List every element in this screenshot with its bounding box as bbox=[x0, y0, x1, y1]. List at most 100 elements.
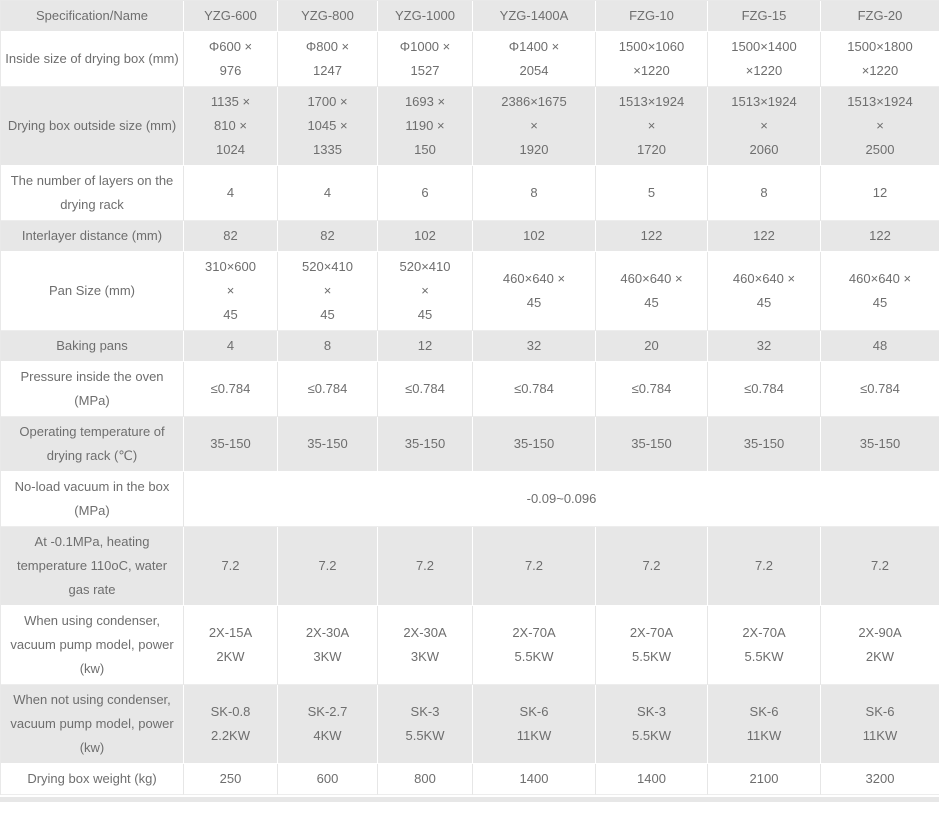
value-cell: 1400 bbox=[596, 764, 708, 795]
table-row: No-load vacuum in the box (MPa) -0.09~0.0… bbox=[1, 472, 939, 527]
table-row: When using condenser, vacuum pump model,… bbox=[1, 606, 939, 685]
spec-label-cell: At -0.1MPa, heating temperature 110oC, w… bbox=[1, 527, 184, 606]
value-cell: SK-6 11KW bbox=[473, 685, 596, 764]
value-cell: 250 bbox=[184, 764, 278, 795]
value-cell: 1500×1060 ×1220 bbox=[596, 32, 708, 87]
value-cell: SK-6 11KW bbox=[821, 685, 939, 764]
value-cell: 2386×1675 × 1920 bbox=[473, 87, 596, 166]
value-cell: 2X-70A 5.5KW bbox=[708, 606, 821, 685]
value-cell: 7.2 bbox=[378, 527, 473, 606]
value-cell: 35-150 bbox=[821, 417, 939, 472]
value-cell: 8 bbox=[473, 166, 596, 221]
value-cell: 2X-30A 3KW bbox=[278, 606, 378, 685]
value-cell: ≤0.784 bbox=[596, 362, 708, 417]
value-cell: SK-2.7 4KW bbox=[278, 685, 378, 764]
value-cell: 35-150 bbox=[708, 417, 821, 472]
value-cell: 3200 bbox=[821, 764, 939, 795]
value-cell: 1700 × 1045 × 1335 bbox=[278, 87, 378, 166]
value-cell: 35-150 bbox=[596, 417, 708, 472]
value-cell: 7.2 bbox=[278, 527, 378, 606]
value-cell: 460×640 × 45 bbox=[596, 252, 708, 331]
spec-label-cell: Pressure inside the oven (MPa) bbox=[1, 362, 184, 417]
table-row: Pan Size (mm) 310×600 × 45 520×410 × 45 520… bbox=[1, 252, 939, 331]
spec-label-cell: No-load vacuum in the box (MPa) bbox=[1, 472, 184, 527]
value-cell: 8 bbox=[708, 166, 821, 221]
value-cell: Φ600 × 976 bbox=[184, 32, 278, 87]
table-row: Operating temperature of drying rack (℃)… bbox=[1, 417, 939, 472]
value-cell: SK-3 5.5KW bbox=[596, 685, 708, 764]
value-cell: 7.2 bbox=[184, 527, 278, 606]
header-cell-model: YZG-1000 bbox=[378, 1, 473, 32]
value-cell: 1513×1924 × 2060 bbox=[708, 87, 821, 166]
spec-label-cell: Drying box outside size (mm) bbox=[1, 87, 184, 166]
header-cell-specification: Specification/Name bbox=[1, 1, 184, 32]
spec-label-cell: Pan Size (mm) bbox=[1, 252, 184, 331]
value-cell: 32 bbox=[708, 331, 821, 362]
value-cell: 102 bbox=[378, 221, 473, 252]
value-cell: 310×600 × 45 bbox=[184, 252, 278, 331]
value-cell: ≤0.784 bbox=[473, 362, 596, 417]
header-cell-model: YZG-600 bbox=[184, 1, 278, 32]
header-cell-model: FZG-10 bbox=[596, 1, 708, 32]
value-cell: 8 bbox=[278, 331, 378, 362]
table-row: Pressure inside the oven (MPa) ≤0.784 ≤0.7… bbox=[1, 362, 939, 417]
value-cell: ≤0.784 bbox=[378, 362, 473, 417]
table-row: When not using condenser, vacuum pump mo… bbox=[1, 685, 939, 764]
value-cell: 460×640 × 45 bbox=[473, 252, 596, 331]
value-cell: 102 bbox=[473, 221, 596, 252]
value-cell: SK-6 11KW bbox=[708, 685, 821, 764]
spec-label-cell: Inside size of drying box (mm) bbox=[1, 32, 184, 87]
spec-label-cell: When not using condenser, vacuum pump mo… bbox=[1, 685, 184, 764]
table-row: Drying box outside size (mm) 1135 × 810 ×… bbox=[1, 87, 939, 166]
value-cell: 122 bbox=[708, 221, 821, 252]
header-cell-model: FZG-20 bbox=[821, 1, 939, 32]
value-cell: Φ800 × 1247 bbox=[278, 32, 378, 87]
value-cell: 2X-70A 5.5KW bbox=[473, 606, 596, 685]
value-cell: 520×410 × 45 bbox=[378, 252, 473, 331]
value-cell: Φ1400 × 2054 bbox=[473, 32, 596, 87]
table-row: Interlayer distance (mm) 82 82 102 102 122 122… bbox=[1, 221, 939, 252]
table-row: At -0.1MPa, heating temperature 110oC, w… bbox=[1, 527, 939, 606]
specs-table-body: Inside size of drying box (mm) Φ600 × 976… bbox=[1, 32, 939, 795]
table-row: Inside size of drying box (mm) Φ600 × 976… bbox=[1, 32, 939, 87]
bottom-divider bbox=[0, 797, 939, 802]
spec-label-cell: Baking pans bbox=[1, 331, 184, 362]
value-cell: SK-3 5.5KW bbox=[378, 685, 473, 764]
value-cell: 7.2 bbox=[473, 527, 596, 606]
value-cell: 460×640 × 45 bbox=[821, 252, 939, 331]
value-cell: 2X-90A 2KW bbox=[821, 606, 939, 685]
value-cell: 1693 × 1190 × 150 bbox=[378, 87, 473, 166]
value-cell: 7.2 bbox=[708, 527, 821, 606]
merged-value-cell: -0.09~0.096 bbox=[184, 472, 939, 527]
value-cell: 35-150 bbox=[473, 417, 596, 472]
value-cell: 1500×1400 ×1220 bbox=[708, 32, 821, 87]
value-cell: 800 bbox=[378, 764, 473, 795]
value-cell: 1513×1924 × 1720 bbox=[596, 87, 708, 166]
value-cell: 12 bbox=[378, 331, 473, 362]
spec-label-cell: Drying box weight (kg) bbox=[1, 764, 184, 795]
spec-label-cell: Interlayer distance (mm) bbox=[1, 221, 184, 252]
value-cell: 2100 bbox=[708, 764, 821, 795]
value-cell: 35-150 bbox=[378, 417, 473, 472]
value-cell: 2X-30A 3KW bbox=[378, 606, 473, 685]
value-cell: SK-0.8 2.2KW bbox=[184, 685, 278, 764]
table-row: The number of layers on the drying rack 4… bbox=[1, 166, 939, 221]
header-row: Specification/Name YZG-600 YZG-800 YZG-1000… bbox=[1, 1, 939, 32]
value-cell: 4 bbox=[278, 166, 378, 221]
value-cell: 122 bbox=[596, 221, 708, 252]
table-row: Drying box weight (kg) 250 600 800 1400 1400 2… bbox=[1, 764, 939, 795]
value-cell: 1400 bbox=[473, 764, 596, 795]
value-cell: 20 bbox=[596, 331, 708, 362]
value-cell: ≤0.784 bbox=[708, 362, 821, 417]
value-cell: 35-150 bbox=[184, 417, 278, 472]
value-cell: 122 bbox=[821, 221, 939, 252]
value-cell: 32 bbox=[473, 331, 596, 362]
spec-label-cell: Operating temperature of drying rack (℃) bbox=[1, 417, 184, 472]
value-cell: 1500×1800 ×1220 bbox=[821, 32, 939, 87]
value-cell: 520×410 × 45 bbox=[278, 252, 378, 331]
value-cell: 4 bbox=[184, 166, 278, 221]
header-cell-model: YZG-1400A bbox=[473, 1, 596, 32]
header-cell-model: FZG-15 bbox=[708, 1, 821, 32]
value-cell: 1513×1924 × 2500 bbox=[821, 87, 939, 166]
value-cell: ≤0.784 bbox=[184, 362, 278, 417]
